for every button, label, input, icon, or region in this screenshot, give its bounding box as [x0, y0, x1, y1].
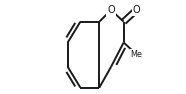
Text: Me: Me [130, 50, 142, 59]
Text: O: O [107, 5, 115, 15]
Text: O: O [132, 5, 140, 15]
